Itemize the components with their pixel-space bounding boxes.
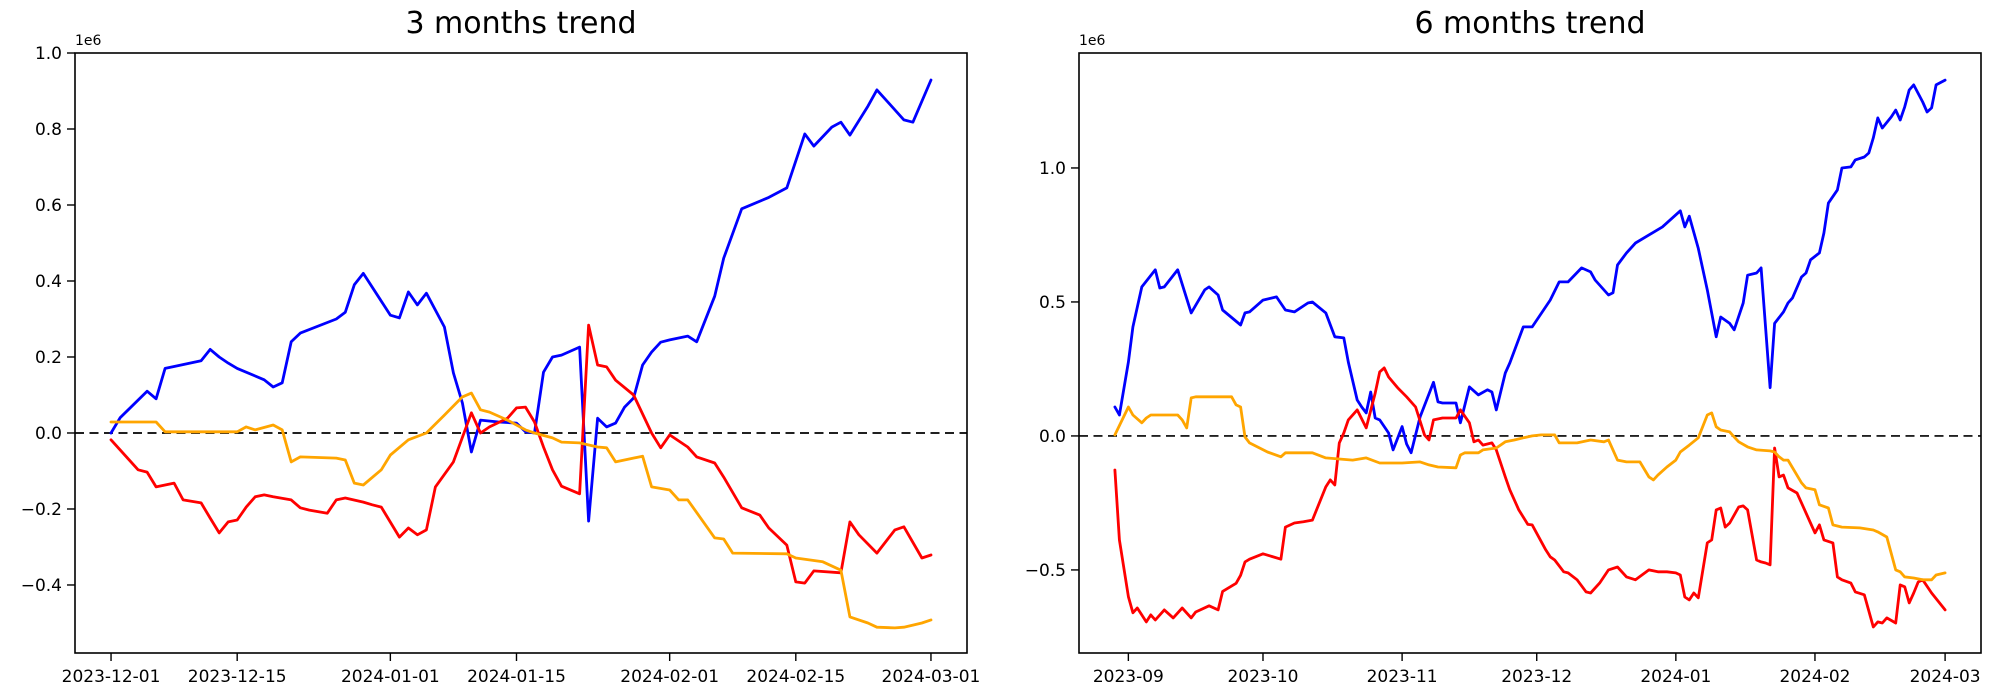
svg-text:0.0: 0.0 [35,424,62,444]
series-line-blue [1113,78,1947,455]
svg-text:2023-12: 2023-12 [1501,667,1572,687]
svg-text:2024-01: 2024-01 [1640,667,1711,687]
svg-text:2024-01-15: 2024-01-15 [467,667,566,687]
svg-text:0.8: 0.8 [35,120,62,140]
svg-text:2024-02-15: 2024-02-15 [746,667,845,687]
chart-panel-0: 1.0 0.8 0.6 0.4 0.2 0.0 −0.2 −0.4 2023-12-01 2023… [21,33,981,687]
chart-title-3-months: 3 months trend [405,6,637,41]
chart-title-6-months: 6 months trend [1414,6,1646,41]
svg-text:0.0: 0.0 [1039,427,1066,447]
svg-text:2024-03-01: 2024-03-01 [882,667,981,687]
svg-text:1e6: 1e6 [1079,33,1106,49]
series-line-orange [109,391,933,630]
svg-text:−0.5: −0.5 [1025,561,1066,581]
svg-text:−0.2: −0.2 [21,500,62,520]
series-line-blue [109,78,933,523]
svg-text:1.0: 1.0 [1039,159,1066,179]
svg-text:2024-02-01: 2024-02-01 [620,667,719,687]
svg-text:2024-02: 2024-02 [1779,667,1850,687]
svg-text:1e6: 1e6 [75,33,102,49]
svg-text:0.4: 0.4 [35,272,62,292]
svg-text:2023-09: 2023-09 [1093,667,1164,687]
svg-text:2024-01-01: 2024-01-01 [341,667,440,687]
series-line-red [1113,366,1947,629]
series-line-orange [1113,395,1947,582]
svg-text:0.5: 0.5 [1039,293,1066,313]
svg-text:−0.4: −0.4 [21,576,62,596]
series-line-red [109,323,933,585]
svg-text:0.6: 0.6 [35,196,62,216]
svg-text:2023-12-01: 2023-12-01 [62,667,161,687]
svg-text:0.2: 0.2 [35,348,62,368]
svg-text:2023-10: 2023-10 [1227,667,1298,687]
svg-text:2023-12-15: 2023-12-15 [188,667,287,687]
svg-text:1.0: 1.0 [35,44,62,64]
chart-panel-1: 1.0 0.5 0.0 −0.5 2023-09 2023-10 2023-11 2023-1… [1025,33,1982,687]
svg-text:2023-11: 2023-11 [1367,667,1438,687]
svg-text:2024-03: 2024-03 [1910,667,1981,687]
